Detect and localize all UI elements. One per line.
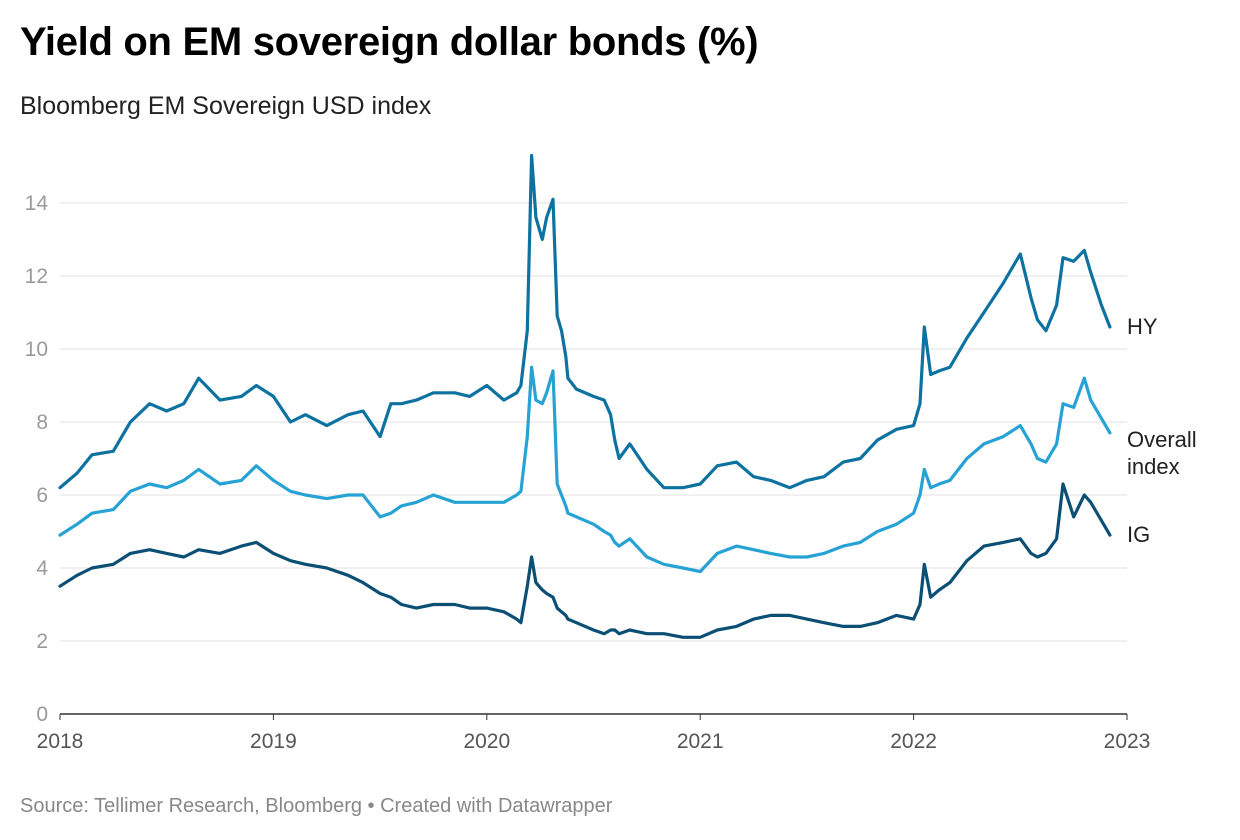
grid-lines xyxy=(60,202,1127,642)
x-tick-label: 2023 xyxy=(1104,730,1151,753)
y-tick-label: 12 xyxy=(25,265,48,288)
series-label-overall-index: Overall index xyxy=(1127,427,1197,479)
x-tick-label: 2021 xyxy=(677,730,724,753)
chart-subtitle: Bloomberg EM Sovereign USD index xyxy=(20,92,432,120)
series-line-ig xyxy=(58,482,1112,639)
x-tick-label: 2022 xyxy=(890,730,937,753)
x-tick-label: 2019 xyxy=(250,730,297,753)
y-tick-label: 10 xyxy=(25,338,48,361)
series-label-hy: HY xyxy=(1127,314,1158,339)
series-lines xyxy=(58,153,1112,639)
y-tick-label: 0 xyxy=(36,703,48,726)
y-tick-label: 8 xyxy=(36,411,48,434)
y-tick-label: 14 xyxy=(25,192,49,215)
chart-title: Yield on EM sovereign dollar bonds (%) xyxy=(20,20,759,64)
y-tick-label: 4 xyxy=(36,557,48,580)
series-label-ig: IG xyxy=(1127,522,1150,547)
axes: 0 2 4 6 8 10 12 14 2018 2019 2020 2021 2022 2023 xyxy=(25,192,1151,753)
series-line-overall-index xyxy=(58,365,1112,574)
y-tick-label: 6 xyxy=(36,484,48,507)
line-chart: 0 2 4 6 8 10 12 14 2018 2019 2020 2021 2022 2023 HY Ov… xyxy=(25,153,1197,753)
x-tick-label: 2018 xyxy=(37,730,84,753)
chart-footer: Source: Tellimer Research, Bloomberg • C… xyxy=(20,795,613,817)
series-labels: HY Overall index IG xyxy=(1127,314,1197,547)
series-line-hy xyxy=(58,153,1112,490)
y-tick-label: 2 xyxy=(36,630,48,653)
x-tick-label: 2020 xyxy=(463,730,510,753)
